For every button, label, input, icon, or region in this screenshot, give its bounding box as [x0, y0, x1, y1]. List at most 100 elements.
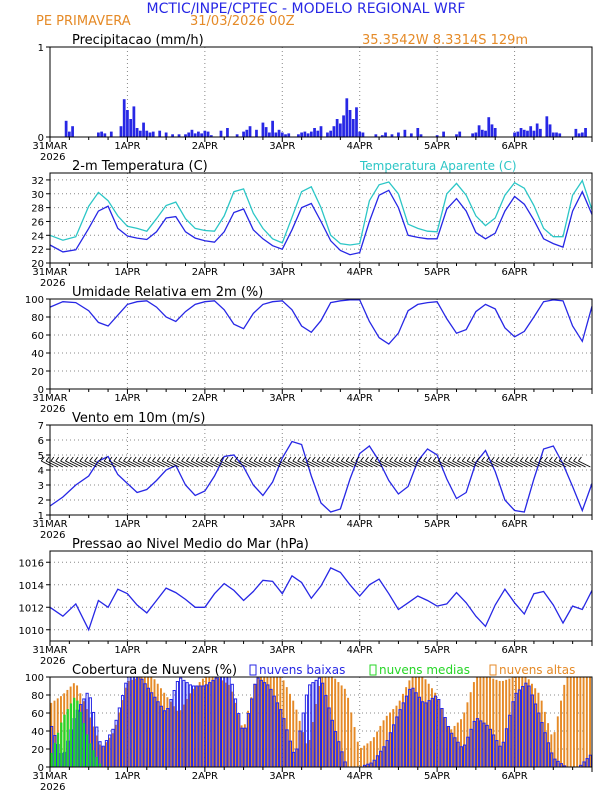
wind-barb	[273, 456, 277, 462]
wind-barb	[118, 460, 131, 468]
wind-barb	[394, 460, 407, 468]
cloud-bar-high	[321, 677, 324, 767]
cloud-bar-high	[389, 712, 391, 767]
cloud-bar-high	[560, 700, 562, 767]
y-tick-label: 40	[31, 349, 44, 360]
cloud-bar-high	[240, 725, 243, 767]
wind-barb	[108, 460, 122, 468]
x-tick-label: 1APR	[114, 267, 140, 278]
wind-barb	[195, 456, 200, 462]
cloud-bar-high	[463, 712, 466, 767]
cloud-bar-high	[266, 677, 269, 767]
wind-barb	[268, 460, 281, 468]
panel-title: Precipitacao (mm/h)	[72, 33, 204, 48]
wind-barb	[137, 456, 142, 462]
cloud-bar-high	[227, 684, 230, 767]
wind-barb	[249, 460, 262, 468]
wind-barb	[287, 456, 292, 462]
y-tick-label: 20	[31, 259, 44, 270]
cloud-bar-mid	[63, 714, 66, 767]
wind-barb	[99, 460, 112, 468]
cloud-bar-high	[401, 693, 404, 767]
wind-barb	[549, 460, 562, 468]
precip-bar	[532, 130, 536, 137]
wind-barb	[408, 460, 422, 468]
cloud-bar-mid	[79, 711, 82, 767]
precip-bar	[442, 131, 445, 137]
wind-barb	[147, 456, 152, 462]
precip-bar	[274, 132, 278, 137]
cloud-bar-high	[589, 677, 592, 767]
precip-bar	[197, 131, 200, 137]
y-tick-label: 24	[31, 231, 44, 242]
wind-barb	[282, 460, 296, 468]
y-tick-label: 40	[31, 727, 44, 738]
precip-bar	[261, 122, 265, 137]
x-tick-label: 3APR	[269, 267, 295, 278]
wind-barb	[398, 456, 403, 462]
wind-barb	[113, 460, 127, 468]
x-tick-label: 3APR	[269, 519, 295, 530]
panel-title: 2-m Temperatura (C)	[72, 159, 208, 174]
wind-barb	[176, 460, 189, 468]
cloud-bar-high	[121, 700, 124, 767]
cloud-bar-high	[398, 700, 401, 767]
wind-barb	[563, 456, 568, 462]
cloud-bar-high	[111, 733, 114, 767]
wind-barb	[423, 456, 427, 462]
wind-barb	[490, 456, 495, 462]
wind-barb	[181, 460, 194, 468]
precip-bar	[493, 128, 497, 137]
wind-barb	[524, 456, 529, 462]
wind-barb	[437, 460, 451, 468]
cloud-bar-high	[247, 710, 250, 767]
wind-barb	[563, 460, 577, 468]
wind-barb	[307, 460, 320, 468]
x-tick-label: 4APR	[347, 771, 373, 782]
wind-barb	[515, 456, 519, 462]
x-tick-label: 1APR	[114, 141, 140, 152]
wind-barb	[418, 460, 431, 468]
cloud-bar-high	[489, 677, 491, 767]
wind-barb	[142, 456, 147, 462]
y-tick-label: 0	[38, 133, 44, 144]
wind-barb	[162, 460, 175, 468]
precip-bar	[580, 132, 584, 137]
x-year-label: 2026	[40, 404, 65, 415]
wind-barb	[336, 460, 349, 468]
header-run: 31/03/2026 00Z	[190, 14, 295, 29]
x-tick-label: 31MAR	[32, 393, 67, 404]
panel-title: Cobertura de Nuvens (%)	[72, 663, 237, 678]
wind-barb	[321, 456, 326, 462]
wind-barb	[70, 460, 83, 468]
wind-barb	[113, 456, 118, 462]
wind-barb	[316, 460, 330, 468]
cloud-bar-high	[289, 693, 291, 767]
panel-2: 20 22 24 26 28 30 32 31MAR 1APR 2APR 3APR 4APR 5APR 6…	[31, 159, 593, 289]
wind-barb	[84, 456, 89, 462]
wind-barb	[210, 460, 223, 468]
y-tick-label: 1016	[19, 558, 44, 569]
x-tick-label: 1APR	[114, 519, 140, 530]
cloud-bar-mid	[60, 722, 63, 767]
cloud-bar-high	[550, 734, 553, 767]
precip-bar	[271, 120, 274, 137]
y-tick-label: 80	[31, 691, 44, 702]
series-line-1	[49, 189, 593, 256]
wind-barb	[408, 456, 413, 462]
precip-bar	[158, 130, 162, 137]
cloud-bar-high	[140, 677, 143, 767]
cloud-bar-high	[256, 677, 259, 767]
wind-barb	[539, 456, 544, 462]
precip-bar	[226, 128, 229, 137]
cloud-bar-high	[440, 708, 443, 767]
wind-barb	[118, 456, 123, 462]
cloud-bar-high	[453, 725, 456, 767]
wind-barb	[186, 456, 190, 462]
precip-bar	[306, 133, 310, 137]
cloud-bar-high	[308, 740, 311, 767]
wind-barb	[520, 460, 533, 468]
cloud-bar-high	[405, 687, 408, 767]
cloud-bar-high	[147, 677, 150, 767]
cloud-bar-high	[114, 724, 117, 767]
